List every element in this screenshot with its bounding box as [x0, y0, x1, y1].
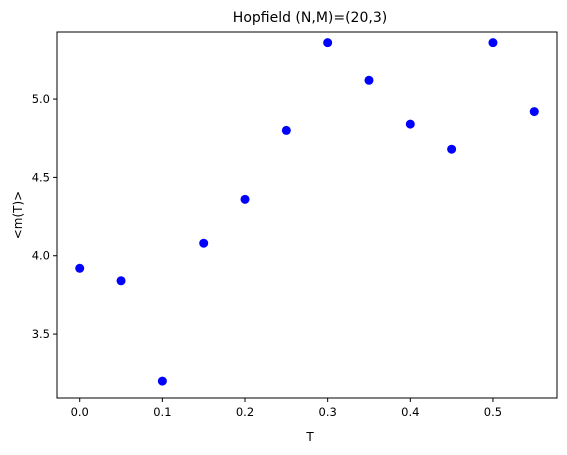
- data-points: [75, 38, 539, 386]
- data-point: [240, 194, 250, 204]
- x-tick-label: 0.2: [236, 405, 254, 419]
- x-tick-label: 0.0: [71, 405, 89, 419]
- x-axis-label: T: [305, 430, 314, 444]
- x-tick-label: 0.1: [153, 405, 171, 419]
- y-tick-label: 4.0: [32, 249, 50, 263]
- y-tick-label: 5.0: [32, 92, 50, 106]
- data-point: [281, 125, 291, 135]
- data-point: [488, 38, 498, 48]
- y-axis-label: <m(T)>: [11, 191, 25, 240]
- data-point: [199, 238, 209, 248]
- data-point: [323, 38, 333, 48]
- data-point: [157, 376, 167, 386]
- plot-area: [56, 31, 558, 399]
- data-point: [447, 144, 457, 154]
- x-axis-ticks: 0.0 0.1 0.2 0.3 0.4 0.5: [71, 398, 502, 419]
- x-tick-label: 0.4: [401, 405, 419, 419]
- data-point: [529, 107, 539, 117]
- data-point: [75, 263, 85, 273]
- x-tick-label: 0.3: [319, 405, 337, 419]
- data-point: [364, 75, 374, 85]
- chart-title: Hopfield (N,M)=(20,3): [233, 10, 387, 26]
- y-tick-label: 3.5: [32, 327, 50, 341]
- y-tick-label: 4.5: [32, 170, 50, 184]
- data-point: [116, 276, 126, 286]
- y-axis-ticks: 3.5 4.0 4.5 5.0: [32, 92, 57, 341]
- data-point: [405, 119, 415, 129]
- x-tick-label: 0.5: [484, 405, 502, 419]
